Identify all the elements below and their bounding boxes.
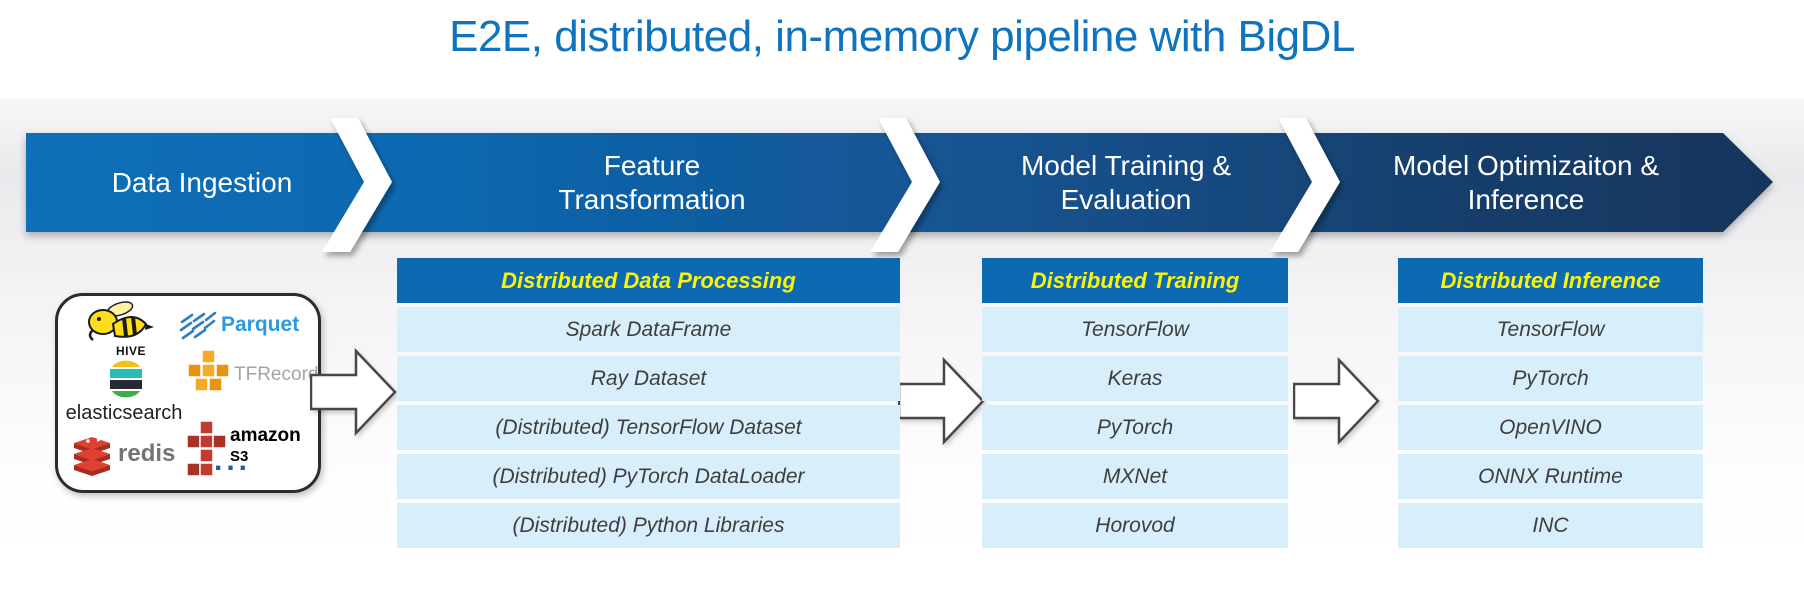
amazon-s3-icon [186,420,227,477]
table-row: OpenVINO [1398,405,1703,450]
elasticsearch-label: elasticsearch [65,402,183,424]
stage-label-model-optimization-inference: Model Optimizaiton & Inference [1326,133,1726,232]
stage-label-text: Data Ingestion [111,166,293,198]
table-header: Distributed Training [982,258,1288,303]
stage-label-data-ingestion: Data Ingestion [26,133,378,232]
s3-label: S3 [230,448,249,465]
table-row: MXNet [982,454,1288,499]
table-row: (Distributed) PyTorch DataLoader [397,454,900,499]
hive-label: HIVE [116,344,147,358]
table-row: TensorFlow [982,307,1288,352]
table-header: Distributed Inference [1398,258,1703,303]
stage-label-feature-transformation: Feature Transformation [378,133,926,232]
tfrecord-label: TFRecord [234,364,319,385]
tfrecord-icon [187,349,230,392]
table-row: (Distributed) Python Libraries [397,503,900,548]
table-row: Horovod [982,503,1288,548]
amazon-label: amazon [230,425,301,446]
stage-label-text: Model Training & Evaluation [1020,149,1232,215]
parquet-icon [179,312,217,340]
stage-label-text: Feature Transformation [558,149,746,215]
table-distributed-data-processing: Distributed Data Processing Spark DataFr… [397,258,900,552]
table-row: Spark DataFrame [397,307,900,352]
table-row: ONNX Runtime [1398,454,1703,499]
table-header: Distributed Data Processing [397,258,900,303]
stage-label-model-training-evaluation: Model Training & Evaluation [926,133,1326,232]
flow-arrow-training-to-inference [1293,356,1380,446]
flow-arrow-sources-to-processing [310,347,397,437]
stage-separator-chevron [322,118,392,252]
redis-icon [74,437,110,476]
elasticsearch-icon [110,360,142,398]
stage-label-text: Model Optimizaiton & Inference [1392,149,1660,215]
stage-separator-chevron [1270,118,1340,252]
parquet-label: Parquet [221,313,300,336]
pipeline-banner [26,118,1773,252]
stage-separator-chevron [870,118,940,252]
table-row: PyTorch [1398,356,1703,401]
more-sources-ellipsis: ... [214,444,252,477]
slide-title: E2E, distributed, in-memory pipeline wit… [449,12,1355,61]
table-distributed-inference: Distributed Inference TensorFlow PyTorch… [1398,258,1703,552]
table-row: (Distributed) TensorFlow Dataset [397,405,900,450]
table-row: PyTorch [982,405,1288,450]
table-row: Ray Dataset [397,356,900,401]
hive-icon [88,301,154,341]
table-row: Keras [982,356,1288,401]
pipeline-arrow-band [26,133,1773,232]
flow-arrow-processing-to-training [898,356,985,446]
table-row: INC [1398,503,1703,548]
data-sources-panel: HIVE Parquet elasticsearch [55,293,321,493]
table-row: TensorFlow [1398,307,1703,352]
table-distributed-training: Distributed Training TensorFlow Keras Py… [982,258,1288,552]
redis-label: redis [118,440,176,467]
